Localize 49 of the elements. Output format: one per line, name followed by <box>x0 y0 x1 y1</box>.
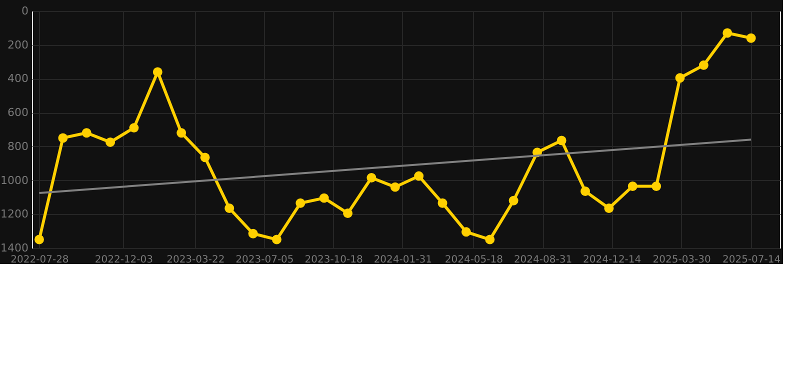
point <box>319 193 329 203</box>
y-tick-label: 1000 <box>0 174 28 187</box>
point <box>366 173 376 182</box>
y-tick-label: 600 <box>8 106 28 120</box>
x-tick-label: 2025-03-30 <box>652 254 711 266</box>
point <box>628 181 638 191</box>
point <box>224 203 234 213</box>
point <box>390 182 400 192</box>
x-tick-label: 2023-10-18 <box>304 254 363 266</box>
point <box>652 181 662 191</box>
point <box>152 67 162 77</box>
point <box>272 234 282 244</box>
point <box>698 60 708 70</box>
point <box>200 152 210 162</box>
point <box>485 234 495 244</box>
x-tick-label: 2022-12-03 <box>94 254 154 266</box>
point <box>414 171 424 181</box>
y-tick-label: 800 <box>8 140 28 153</box>
x-tick-label: 2024-08-31 <box>514 254 572 266</box>
y-tick-label: 1200 <box>0 208 28 221</box>
x-tick-label: 2022-07-28 <box>10 254 69 266</box>
y-tick-label: 0 <box>22 4 28 18</box>
y-tick-label: 1400 <box>0 242 28 254</box>
point <box>343 208 353 218</box>
x-tick-label: 2024-01-31 <box>374 254 432 266</box>
point <box>580 186 590 196</box>
point <box>746 33 756 43</box>
point <box>248 228 258 238</box>
point <box>82 128 92 138</box>
point <box>106 137 116 147</box>
y-tick-label: 200 <box>8 38 28 52</box>
point <box>461 227 471 237</box>
point <box>604 203 614 213</box>
x-tick-label: 2023-03-22 <box>166 254 225 266</box>
x-tick-label: 2023-07-05 <box>236 254 294 266</box>
point <box>296 198 306 208</box>
point <box>508 196 518 206</box>
point <box>722 28 732 38</box>
point <box>438 198 448 208</box>
point <box>675 73 685 83</box>
point <box>58 133 68 143</box>
point <box>556 136 566 146</box>
point <box>34 234 44 244</box>
x-tick-label: 2025-07-14 <box>722 254 781 266</box>
x-tick-label: 2024-12-14 <box>583 254 642 266</box>
y-tick-label: 400 <box>8 72 28 86</box>
point <box>129 123 139 133</box>
x-tick-label: 2024-05-18 <box>444 254 503 266</box>
point <box>176 128 186 138</box>
